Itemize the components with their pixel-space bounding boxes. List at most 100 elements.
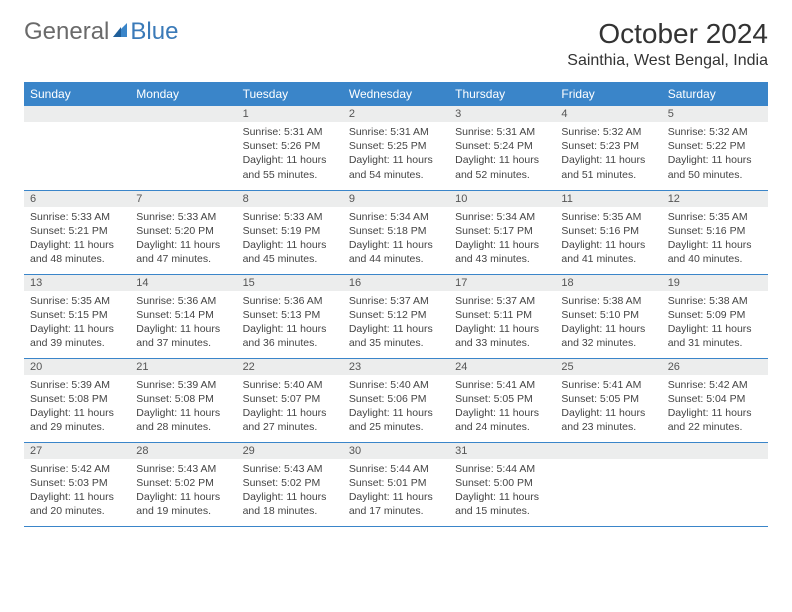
calendar-day-cell: 23Sunrise: 5:40 AMSunset: 5:06 PMDayligh… xyxy=(343,358,449,442)
day-details: Sunrise: 5:39 AMSunset: 5:08 PMDaylight:… xyxy=(24,375,130,439)
day-number: 15 xyxy=(237,275,343,291)
calendar-day-cell: 13Sunrise: 5:35 AMSunset: 5:15 PMDayligh… xyxy=(24,274,130,358)
day-number: 27 xyxy=(24,443,130,459)
calendar-day-cell xyxy=(130,106,236,190)
calendar-week-row: 27Sunrise: 5:42 AMSunset: 5:03 PMDayligh… xyxy=(24,442,768,526)
calendar-table: SundayMondayTuesdayWednesdayThursdayFrid… xyxy=(24,82,768,527)
day-details: Sunrise: 5:33 AMSunset: 5:21 PMDaylight:… xyxy=(24,207,130,271)
calendar-day-cell: 14Sunrise: 5:36 AMSunset: 5:14 PMDayligh… xyxy=(130,274,236,358)
calendar-day-cell: 9Sunrise: 5:34 AMSunset: 5:18 PMDaylight… xyxy=(343,190,449,274)
header: General Blue October 2024 Sainthia, West… xyxy=(24,18,768,70)
calendar-body: 1Sunrise: 5:31 AMSunset: 5:26 PMDaylight… xyxy=(24,106,768,526)
calendar-week-row: 13Sunrise: 5:35 AMSunset: 5:15 PMDayligh… xyxy=(24,274,768,358)
day-number: 2 xyxy=(343,106,449,122)
month-title: October 2024 xyxy=(567,18,768,50)
day-details: Sunrise: 5:38 AMSunset: 5:10 PMDaylight:… xyxy=(555,291,661,355)
day-number: 26 xyxy=(662,359,768,375)
day-details: Sunrise: 5:32 AMSunset: 5:22 PMDaylight:… xyxy=(662,122,768,186)
day-number: 22 xyxy=(237,359,343,375)
weekday-header: Friday xyxy=(555,82,661,106)
day-number: 6 xyxy=(24,191,130,207)
calendar-day-cell: 29Sunrise: 5:43 AMSunset: 5:02 PMDayligh… xyxy=(237,442,343,526)
logo-text-blue: Blue xyxy=(130,18,178,46)
calendar-day-cell: 6Sunrise: 5:33 AMSunset: 5:21 PMDaylight… xyxy=(24,190,130,274)
calendar-day-cell: 2Sunrise: 5:31 AMSunset: 5:25 PMDaylight… xyxy=(343,106,449,190)
day-details: Sunrise: 5:37 AMSunset: 5:12 PMDaylight:… xyxy=(343,291,449,355)
day-number: 17 xyxy=(449,275,555,291)
calendar-day-cell: 27Sunrise: 5:42 AMSunset: 5:03 PMDayligh… xyxy=(24,442,130,526)
calendar-day-cell: 7Sunrise: 5:33 AMSunset: 5:20 PMDaylight… xyxy=(130,190,236,274)
day-details: Sunrise: 5:38 AMSunset: 5:09 PMDaylight:… xyxy=(662,291,768,355)
day-number: 29 xyxy=(237,443,343,459)
day-number: 31 xyxy=(449,443,555,459)
location: Sainthia, West Bengal, India xyxy=(567,52,768,70)
calendar-day-cell xyxy=(662,442,768,526)
day-number: 14 xyxy=(130,275,236,291)
day-details: Sunrise: 5:44 AMSunset: 5:01 PMDaylight:… xyxy=(343,459,449,523)
calendar-day-cell: 21Sunrise: 5:39 AMSunset: 5:08 PMDayligh… xyxy=(130,358,236,442)
calendar-day-cell: 25Sunrise: 5:41 AMSunset: 5:05 PMDayligh… xyxy=(555,358,661,442)
day-details xyxy=(662,459,768,519)
day-details: Sunrise: 5:35 AMSunset: 5:16 PMDaylight:… xyxy=(555,207,661,271)
calendar-day-cell: 24Sunrise: 5:41 AMSunset: 5:05 PMDayligh… xyxy=(449,358,555,442)
day-details: Sunrise: 5:43 AMSunset: 5:02 PMDaylight:… xyxy=(237,459,343,523)
day-details: Sunrise: 5:31 AMSunset: 5:25 PMDaylight:… xyxy=(343,122,449,186)
day-details: Sunrise: 5:36 AMSunset: 5:13 PMDaylight:… xyxy=(237,291,343,355)
day-details: Sunrise: 5:34 AMSunset: 5:17 PMDaylight:… xyxy=(449,207,555,271)
calendar-day-cell: 22Sunrise: 5:40 AMSunset: 5:07 PMDayligh… xyxy=(237,358,343,442)
day-number: 12 xyxy=(662,191,768,207)
day-details: Sunrise: 5:42 AMSunset: 5:04 PMDaylight:… xyxy=(662,375,768,439)
calendar-day-cell: 3Sunrise: 5:31 AMSunset: 5:24 PMDaylight… xyxy=(449,106,555,190)
day-number xyxy=(662,443,768,459)
calendar-day-cell xyxy=(24,106,130,190)
day-details: Sunrise: 5:37 AMSunset: 5:11 PMDaylight:… xyxy=(449,291,555,355)
day-number: 13 xyxy=(24,275,130,291)
calendar-day-cell: 26Sunrise: 5:42 AMSunset: 5:04 PMDayligh… xyxy=(662,358,768,442)
day-number: 28 xyxy=(130,443,236,459)
day-details xyxy=(555,459,661,519)
calendar-day-cell: 1Sunrise: 5:31 AMSunset: 5:26 PMDaylight… xyxy=(237,106,343,190)
calendar-day-cell: 31Sunrise: 5:44 AMSunset: 5:00 PMDayligh… xyxy=(449,442,555,526)
day-number: 8 xyxy=(237,191,343,207)
calendar-day-cell: 10Sunrise: 5:34 AMSunset: 5:17 PMDayligh… xyxy=(449,190,555,274)
weekday-header: Wednesday xyxy=(343,82,449,106)
sail-icon xyxy=(111,18,129,46)
weekday-header: Sunday xyxy=(24,82,130,106)
day-number: 10 xyxy=(449,191,555,207)
calendar-day-cell: 17Sunrise: 5:37 AMSunset: 5:11 PMDayligh… xyxy=(449,274,555,358)
day-details: Sunrise: 5:33 AMSunset: 5:19 PMDaylight:… xyxy=(237,207,343,271)
day-details xyxy=(130,122,236,182)
day-details: Sunrise: 5:44 AMSunset: 5:00 PMDaylight:… xyxy=(449,459,555,523)
day-details: Sunrise: 5:40 AMSunset: 5:07 PMDaylight:… xyxy=(237,375,343,439)
calendar-day-cell: 30Sunrise: 5:44 AMSunset: 5:01 PMDayligh… xyxy=(343,442,449,526)
day-details: Sunrise: 5:40 AMSunset: 5:06 PMDaylight:… xyxy=(343,375,449,439)
day-number: 30 xyxy=(343,443,449,459)
calendar-day-cell: 19Sunrise: 5:38 AMSunset: 5:09 PMDayligh… xyxy=(662,274,768,358)
logo-text-general: General xyxy=(24,18,109,46)
day-number: 19 xyxy=(662,275,768,291)
calendar-head: SundayMondayTuesdayWednesdayThursdayFrid… xyxy=(24,82,768,106)
day-number xyxy=(130,106,236,122)
calendar-day-cell: 20Sunrise: 5:39 AMSunset: 5:08 PMDayligh… xyxy=(24,358,130,442)
calendar-day-cell: 4Sunrise: 5:32 AMSunset: 5:23 PMDaylight… xyxy=(555,106,661,190)
day-number: 5 xyxy=(662,106,768,122)
calendar-day-cell: 12Sunrise: 5:35 AMSunset: 5:16 PMDayligh… xyxy=(662,190,768,274)
day-number: 1 xyxy=(237,106,343,122)
day-number: 7 xyxy=(130,191,236,207)
day-details: Sunrise: 5:31 AMSunset: 5:24 PMDaylight:… xyxy=(449,122,555,186)
calendar-day-cell: 28Sunrise: 5:43 AMSunset: 5:02 PMDayligh… xyxy=(130,442,236,526)
day-details: Sunrise: 5:35 AMSunset: 5:15 PMDaylight:… xyxy=(24,291,130,355)
day-number: 16 xyxy=(343,275,449,291)
day-number xyxy=(555,443,661,459)
day-details: Sunrise: 5:32 AMSunset: 5:23 PMDaylight:… xyxy=(555,122,661,186)
day-number: 25 xyxy=(555,359,661,375)
calendar-day-cell: 15Sunrise: 5:36 AMSunset: 5:13 PMDayligh… xyxy=(237,274,343,358)
calendar-day-cell: 8Sunrise: 5:33 AMSunset: 5:19 PMDaylight… xyxy=(237,190,343,274)
day-number: 3 xyxy=(449,106,555,122)
day-number: 24 xyxy=(449,359,555,375)
logo: General Blue xyxy=(24,18,178,46)
day-number: 18 xyxy=(555,275,661,291)
day-details: Sunrise: 5:42 AMSunset: 5:03 PMDaylight:… xyxy=(24,459,130,523)
day-details: Sunrise: 5:41 AMSunset: 5:05 PMDaylight:… xyxy=(449,375,555,439)
day-number: 20 xyxy=(24,359,130,375)
